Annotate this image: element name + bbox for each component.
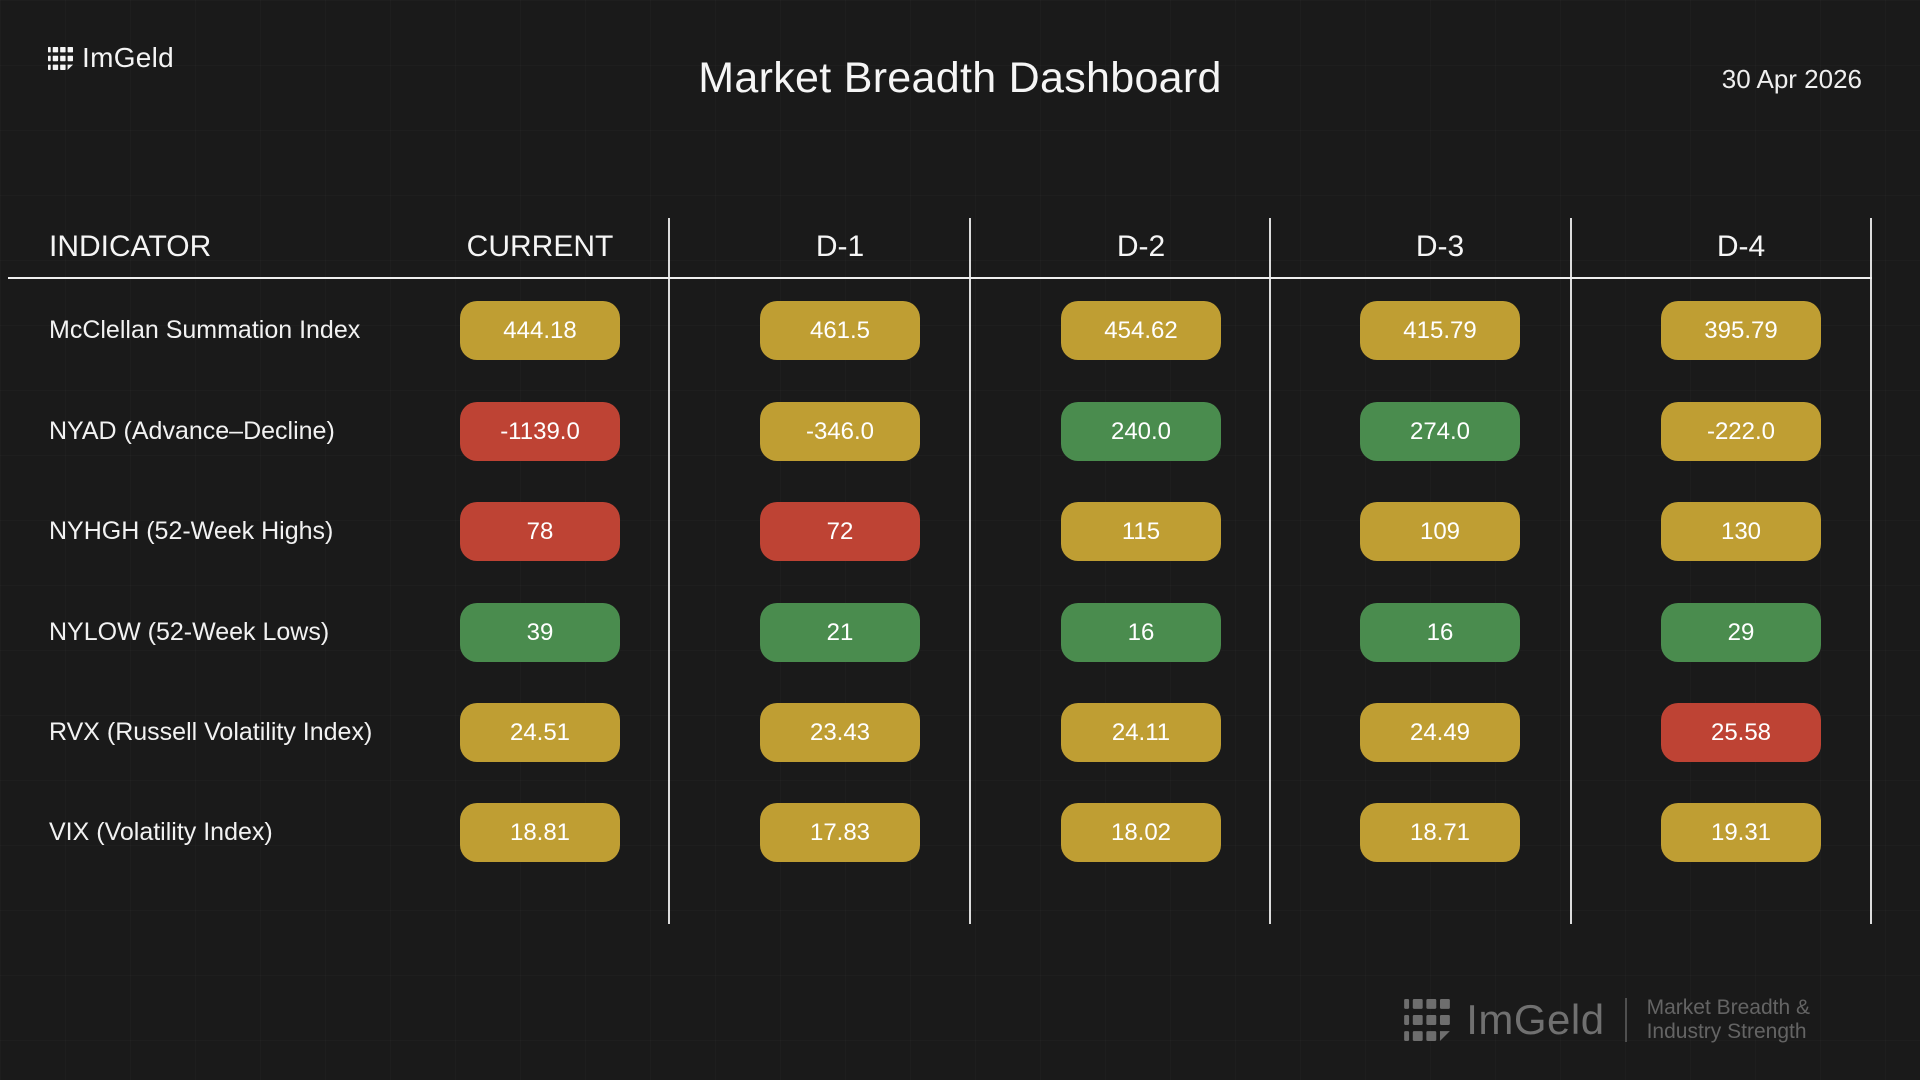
- value-pill: 18.71: [1360, 803, 1520, 862]
- table-row: VIX (Volatility Index) 18.81 17.83 18.02…: [0, 803, 1920, 862]
- footer-divider: [1624, 998, 1627, 1042]
- value-pill: 395.79: [1661, 301, 1821, 360]
- page-title: Market Breadth Dashboard: [698, 54, 1222, 102]
- value-pill: 115: [1061, 502, 1221, 561]
- value-pill: 78: [460, 502, 620, 561]
- value-pill: 21: [760, 603, 920, 662]
- indicator-label: NYAD (Advance–Decline): [49, 417, 335, 445]
- column-header-d4: D-4: [1716, 230, 1766, 263]
- value-pill: -1139.0: [460, 402, 620, 461]
- value-pill: 18.02: [1061, 803, 1221, 862]
- indicator-label: NYLOW (52-Week Lows): [49, 618, 330, 646]
- grid-icon: [48, 46, 73, 70]
- value-pill: 25.58: [1661, 703, 1821, 762]
- column-header-indicator: INDICATOR: [49, 230, 212, 263]
- header-underline: [8, 277, 1872, 279]
- value-pill: 461.5: [760, 301, 920, 360]
- table-row: McClellan Summation Index 444.18 461.5 4…: [0, 301, 1920, 360]
- column-header-d2: D-2: [1116, 230, 1166, 263]
- value-pill: 109: [1360, 502, 1520, 561]
- column-header-d3: D-3: [1415, 230, 1465, 263]
- value-pill: -222.0: [1661, 402, 1821, 461]
- footer-tagline-line1: Market Breadth &: [1646, 996, 1810, 1020]
- table-row: NYAD (Advance–Decline) -1139.0 -346.0 24…: [0, 402, 1920, 461]
- table-row: NYLOW (52-Week Lows) 39 21 16 16 29: [0, 603, 1920, 662]
- column-separator: [1870, 218, 1872, 924]
- grid-icon: [1404, 999, 1451, 1041]
- value-pill: 444.18: [460, 301, 620, 360]
- value-pill: 24.11: [1061, 703, 1221, 762]
- value-pill: 72: [760, 502, 920, 561]
- table-row: NYHGH (52-Week Highs) 78 72 115 109 130: [0, 502, 1920, 561]
- footer-logo: ImGeld Market Breadth & Industry Strengt…: [1404, 996, 1810, 1044]
- value-pill: 240.0: [1061, 402, 1221, 461]
- brand-name: ImGeld: [82, 42, 175, 73]
- footer-tagline: Market Breadth & Industry Strength: [1647, 996, 1810, 1044]
- column-separator: [969, 218, 971, 924]
- column-header-current: CURRENT: [466, 230, 614, 263]
- column-separator: [1570, 218, 1572, 924]
- value-pill: 274.0: [1360, 402, 1520, 461]
- column-header-d1: D-1: [815, 230, 865, 263]
- value-pill: 24.51: [460, 703, 620, 762]
- value-pill: 16: [1061, 603, 1221, 662]
- value-pill: -346.0: [760, 402, 920, 461]
- value-pill: 19.31: [1661, 803, 1821, 862]
- value-pill: 23.43: [760, 703, 920, 762]
- date-label: 30 Apr 2026: [1721, 64, 1862, 94]
- value-pill: 16: [1360, 603, 1520, 662]
- table-row: RVX (Russell Volatility Index) 24.51 23.…: [0, 703, 1920, 762]
- column-separator: [1269, 218, 1271, 924]
- value-pill: 454.62: [1061, 301, 1221, 360]
- value-pill: 24.49: [1360, 703, 1520, 762]
- value-pill: 39: [460, 603, 620, 662]
- footer-tagline-line2: Industry Strength: [1646, 1020, 1807, 1043]
- footer-brand-name: ImGeld: [1466, 996, 1605, 1043]
- indicator-label: McClellan Summation Index: [49, 316, 361, 344]
- value-pill: 29: [1661, 603, 1821, 662]
- column-separator: [668, 218, 670, 924]
- value-pill: 17.83: [760, 803, 920, 862]
- value-pill: 130: [1661, 502, 1821, 561]
- indicator-label: RVX (Russell Volatility Index): [49, 718, 373, 746]
- indicator-label: NYHGH (52-Week Highs): [49, 517, 334, 545]
- value-pill: 415.79: [1360, 301, 1520, 360]
- brand-logo: ImGeld: [48, 42, 174, 74]
- value-pill: 18.81: [460, 803, 620, 862]
- indicator-label: VIX (Volatility Index): [49, 818, 273, 846]
